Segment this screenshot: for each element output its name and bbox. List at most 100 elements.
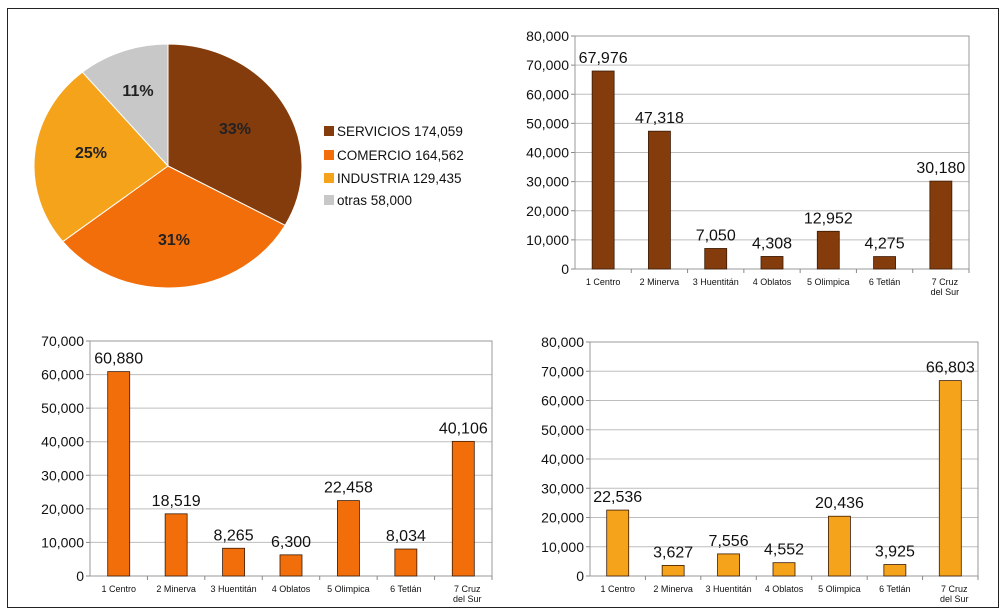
pie-percent-label: 25% <box>75 145 107 162</box>
y-tick-label: 10,000 <box>541 539 584 555</box>
x-category-label: 2 Minerva <box>640 277 680 287</box>
bar <box>222 547 245 577</box>
bar <box>648 130 671 270</box>
y-tick-label: 40,000 <box>526 145 569 161</box>
y-tick-label: 40,000 <box>541 451 584 467</box>
bar-data-label: 6,300 <box>271 534 311 551</box>
x-category-label: 3 Huentitán <box>211 584 257 594</box>
y-tick-label: 50,000 <box>41 400 84 416</box>
bar-data-label: 12,952 <box>804 210 853 227</box>
y-tick-label: 50,000 <box>526 115 569 131</box>
bar <box>279 554 303 577</box>
x-category-label: 7 Cruz del Sur <box>453 584 482 604</box>
bar <box>828 515 851 577</box>
x-category-label: 4 Oblatos <box>753 277 792 287</box>
x-category-label: 1 Centro <box>600 584 635 594</box>
legend-swatch <box>324 150 334 160</box>
bar-data-label: 3,925 <box>875 544 915 561</box>
y-tick-label: 20,000 <box>541 510 584 526</box>
bar-data-label: 7,556 <box>709 533 749 550</box>
bar <box>451 440 475 577</box>
y-tick-label: 40,000 <box>41 434 84 450</box>
x-category-label: 5 Olimpica <box>818 584 861 594</box>
bar <box>591 70 615 270</box>
y-tick-label: 70,000 <box>526 57 569 73</box>
y-tick-label: 30,000 <box>526 174 569 190</box>
bar <box>816 230 840 270</box>
x-category-label: 4 Oblatos <box>765 584 804 594</box>
bar <box>760 256 784 270</box>
x-category-label: 7 Cruz del Sur <box>931 277 960 297</box>
pie-percent-label: 31% <box>158 232 190 249</box>
y-tick-label: 70,000 <box>41 333 84 349</box>
y-tick-label: 20,000 <box>41 501 84 517</box>
bar-chart-comercio: 0 10,000 20,000 30,000 40,000 50,000 60,000 70,… <box>41 333 493 604</box>
bar-data-label: 4,308 <box>752 235 792 252</box>
bar <box>704 248 728 270</box>
bar-data-label: 4,275 <box>865 236 905 253</box>
y-tick-label: 0 <box>561 261 569 277</box>
bar-data-label: 7,050 <box>696 227 736 244</box>
bar-data-label: 22,536 <box>593 489 642 506</box>
x-category-label: 4 Oblatos <box>272 584 311 594</box>
legend-swatch <box>324 173 334 183</box>
bar-data-label: 3,627 <box>653 544 693 561</box>
bar-data-label: 60,880 <box>94 351 143 368</box>
x-category-label: 6 Tetlán <box>390 584 421 594</box>
bar-data-label: 18,519 <box>152 493 201 510</box>
bar-data-label: 8,265 <box>214 527 254 544</box>
bar <box>929 180 953 270</box>
bar <box>606 509 630 577</box>
legend-label: otras 58,000 <box>337 193 412 208</box>
bar <box>938 380 962 577</box>
bar-data-label: 20,436 <box>815 495 864 512</box>
bar <box>164 513 188 577</box>
y-tick-label: 10,000 <box>526 232 569 248</box>
y-tick-label: 80,000 <box>526 28 569 44</box>
y-tick-label: 50,000 <box>541 422 584 438</box>
legend-swatch <box>324 195 334 205</box>
y-tick-label: 0 <box>576 568 584 584</box>
y-tick-label: 10,000 <box>41 534 84 550</box>
bar <box>873 256 896 270</box>
y-tick-label: 30,000 <box>41 467 84 483</box>
pie-percent-label: 11% <box>122 83 153 100</box>
bar-data-label: 22,458 <box>324 480 373 497</box>
bar <box>772 562 796 577</box>
x-category-label: 6 Tetlán <box>869 277 900 287</box>
x-category-label: 3 Huentitán <box>693 277 739 287</box>
x-category-label: 2 Minerva <box>156 584 196 594</box>
bar-data-label: 8,034 <box>386 528 426 545</box>
pie-percent-label: 33% <box>219 121 251 138</box>
bar-data-label: 4,552 <box>764 542 804 559</box>
x-category-label: 1 Centro <box>101 584 136 594</box>
x-category-label: 1 Centro <box>586 277 621 287</box>
bar-data-label: 30,180 <box>916 160 965 177</box>
x-category-label: 5 Olimpica <box>807 277 850 287</box>
x-category-label: 6 Tetlán <box>879 584 910 594</box>
pie-slice <box>167 43 303 227</box>
legend-label: INDUSTRIA 129,435 <box>337 171 462 186</box>
x-category-label: 5 Olimpica <box>327 584 370 594</box>
bar <box>394 548 418 577</box>
bar-chart-servicios: 0 10,000 20,000 30,000 40,000 50,000 60,000 70,… <box>526 28 970 297</box>
y-tick-label: 60,000 <box>541 393 584 409</box>
y-tick-label: 80,000 <box>541 334 584 350</box>
pie-slice <box>62 165 286 289</box>
x-category-label: 7 Cruz del Sur <box>940 584 969 604</box>
y-tick-label: 30,000 <box>541 480 584 496</box>
bar-chart-industria: 0 10,000 20,000 30,000 40,000 50,000 60,000 70,… <box>541 334 979 604</box>
bar <box>661 564 685 577</box>
y-tick-label: 20,000 <box>526 203 569 219</box>
bar <box>717 553 740 577</box>
pie-slice <box>33 71 169 243</box>
bar-data-label: 40,106 <box>439 420 488 437</box>
y-tick-label: 70,000 <box>541 363 584 379</box>
pie-slice <box>81 43 169 168</box>
y-tick-label: 60,000 <box>41 367 84 383</box>
bar-data-label: 66,803 <box>926 360 975 377</box>
bar <box>107 371 131 577</box>
legend-label: SERVICIOS 174,059 <box>337 124 463 139</box>
pie-chart: 33% 31% 25% 11% SERVICIOS 174,059 COMERCIO 16… <box>33 43 464 289</box>
